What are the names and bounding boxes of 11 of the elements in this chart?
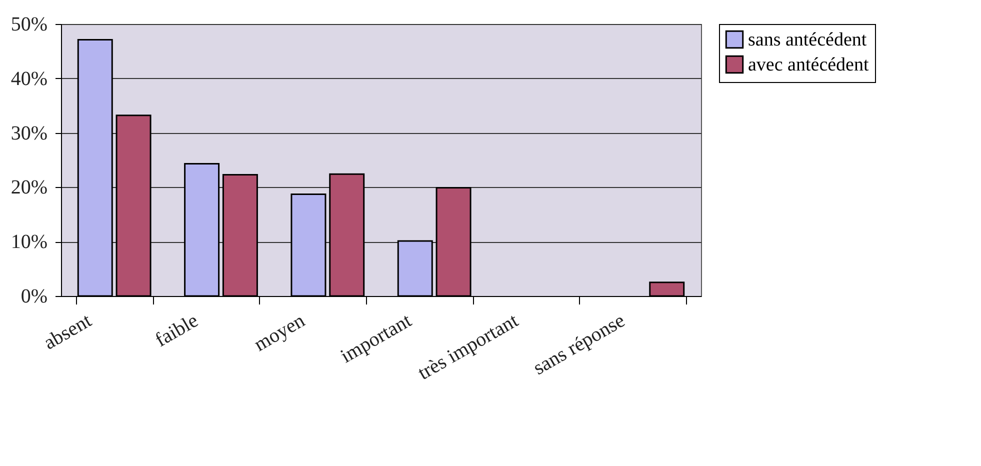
legend-label: avec antécédent [748, 54, 870, 76]
x-tick-label: faible [152, 310, 202, 352]
legend-label: sans antécédent [748, 30, 868, 50]
y-tick-label: 50% [10, 14, 48, 36]
y-tick-label: 30% [10, 122, 48, 144]
y-tick-label: 40% [10, 68, 48, 90]
y-tick-label: 20% [10, 176, 48, 199]
x-tick-label: absent [40, 309, 96, 354]
y-tick-label: 10% [10, 231, 48, 254]
y-tick-label: 0% [20, 286, 48, 308]
x-tick-label: moyen [250, 310, 309, 356]
